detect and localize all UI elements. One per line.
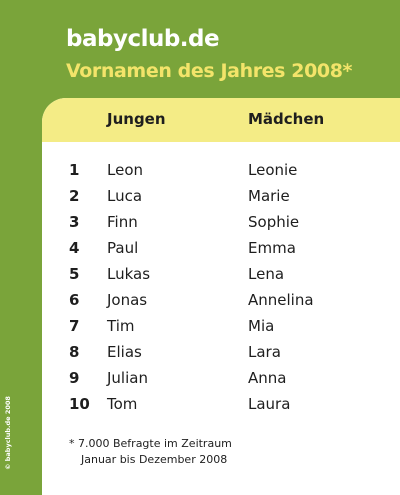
rank: 6 [69, 291, 80, 309]
table-row: 7 Tim Mia [42, 314, 400, 340]
table-row: 8 Elias Lara [42, 340, 400, 366]
rank: 10 [69, 395, 90, 413]
girl-name: Lena [248, 265, 285, 283]
boy-name: Elias [107, 343, 142, 361]
rank: 9 [69, 369, 80, 387]
girl-name: Marie [248, 187, 290, 205]
table-row: 3 Finn Sophie [42, 210, 400, 236]
table-row: 4 Paul Emma [42, 236, 400, 262]
copyright-note: © babyclub.de 2008 [4, 396, 12, 470]
brand-title: babyclub.de [66, 26, 220, 52]
boy-name: Julian [107, 369, 148, 387]
column-header-boys: Jungen [107, 110, 166, 128]
boy-name: Finn [107, 213, 138, 231]
table-row: 1 Leon Leonie [42, 158, 400, 184]
footnote-line: * 7.000 Befragte im Zeitraum [69, 437, 232, 450]
rank: 4 [69, 239, 80, 257]
girl-name: Emma [248, 239, 296, 257]
girl-name: Anna [248, 369, 287, 387]
rank: 5 [69, 265, 80, 283]
girl-name: Lara [248, 343, 281, 361]
page-title: Vornamen des Jahres 2008* [66, 60, 353, 82]
column-header-girls: Mädchen [248, 110, 325, 128]
names-card: Jungen Mädchen 1 Leon Leonie 2 Luca Mari… [42, 98, 400, 495]
rank: 7 [69, 317, 80, 335]
footnote-line: Januar bis Dezember 2008 [81, 453, 228, 466]
footnote: * 7.000 Befragte im Zeitraum Januar bis … [69, 436, 232, 468]
girl-name: Annelina [248, 291, 314, 309]
girl-name: Mia [248, 317, 275, 335]
boy-name: Tom [107, 395, 138, 413]
boy-name: Tim [107, 317, 135, 335]
table-row: 10 Tom Laura [42, 392, 400, 418]
girl-name: Leonie [248, 161, 298, 179]
boy-name: Jonas [107, 291, 148, 309]
names-table: 1 Leon Leonie 2 Luca Marie 3 Finn Sophie… [42, 158, 400, 418]
table-header: Jungen Mädchen [42, 98, 400, 142]
rank: 2 [69, 187, 80, 205]
table-row: 9 Julian Anna [42, 366, 400, 392]
rank: 3 [69, 213, 80, 231]
table-row: 2 Luca Marie [42, 184, 400, 210]
boy-name: Luca [107, 187, 143, 205]
rank: 8 [69, 343, 80, 361]
boy-name: Lukas [107, 265, 151, 283]
rank: 1 [69, 161, 80, 179]
girl-name: Laura [248, 395, 291, 413]
table-row: 6 Jonas Annelina [42, 288, 400, 314]
boy-name: Leon [107, 161, 144, 179]
boy-name: Paul [107, 239, 139, 257]
girl-name: Sophie [248, 213, 300, 231]
table-row: 5 Lukas Lena [42, 262, 400, 288]
